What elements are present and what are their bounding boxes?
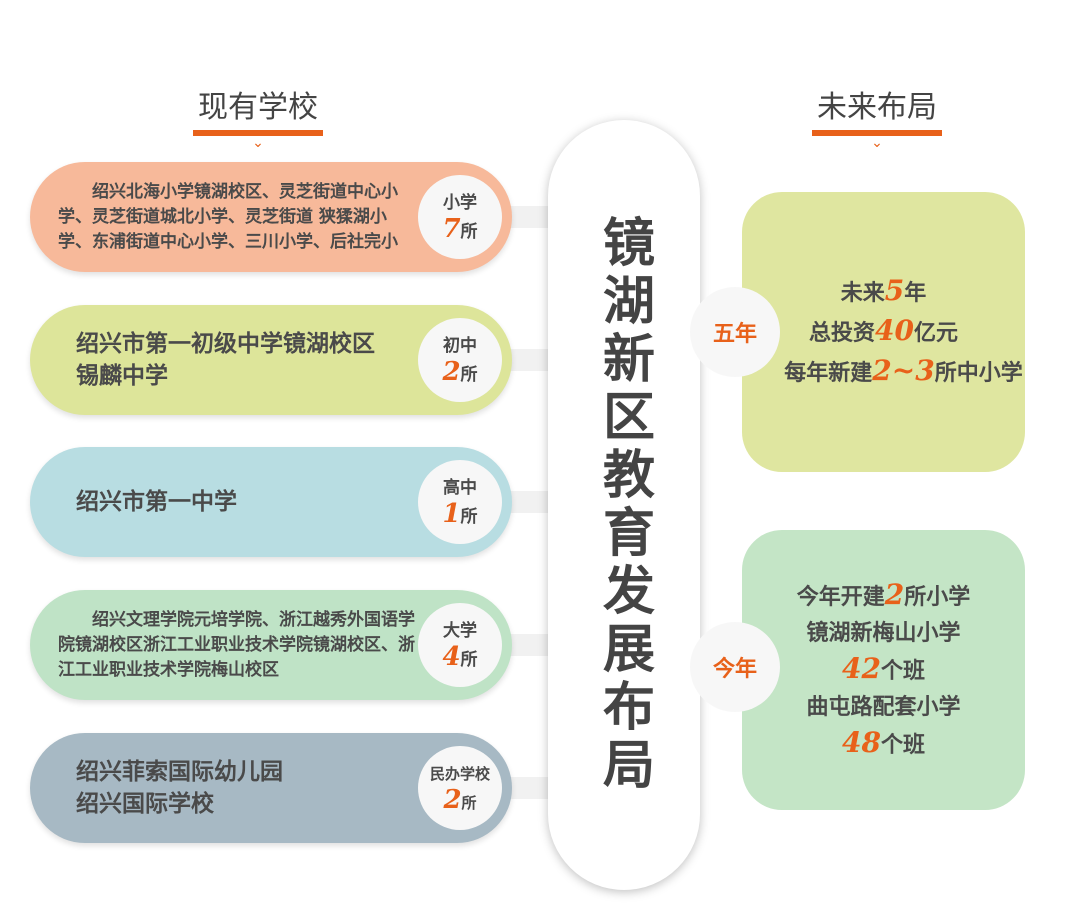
school-name: 绍兴菲索国际幼儿园 [76, 758, 283, 785]
plan-line: 总投资40亿元 [809, 314, 958, 347]
school-list: 绍兴市第一中学 [58, 447, 436, 557]
count: 4 [442, 641, 461, 672]
header-existing-schools: 现有学校 ⌄ [178, 82, 338, 150]
header-text: 现有学校 [198, 90, 318, 125]
badge-label: 五年 [712, 321, 757, 347]
school-list: 绍兴北海小学镜湖校区、灵芝街道中心小学、灵芝街道城北小学、灵芝街道 狭猱湖小学、… [58, 162, 418, 272]
university-pill: 绍兴文理学院元培学院、浙江越秀外国语学院镜湖校区浙江工业职业技术学院镜湖校区、浙… [30, 590, 512, 700]
this-year-badge: 今年 [690, 622, 780, 712]
plan-line: 镜湖新梅山小学 [806, 620, 961, 646]
school-name: 绍兴市第一初级中学镜湖校区 [76, 330, 375, 357]
center-title-pill: 镜湖新区教育发展布局 [548, 120, 700, 890]
school-list: 绍兴菲索国际幼儿园 绍兴国际学校 [58, 733, 436, 843]
badge-label: 今年 [712, 656, 757, 682]
school-list-text: 绍兴北海小学镜湖校区、灵芝街道中心小学、灵芝街道城北小学、灵芝街道 狭猱湖小学、… [58, 181, 398, 252]
this-year-box: 今年开建2所小学 镜湖新梅山小学 42个班 曲屯路配套小学 48个班 [742, 530, 1025, 810]
count: 2 [443, 784, 462, 815]
plan-line: 48个班 [842, 726, 925, 759]
arrow-down-icon: ⌄ [871, 135, 883, 151]
school-list: 绍兴文理学院元培学院、浙江越秀外国语学院镜湖校区浙江工业职业技术学院镜湖校区、浙… [58, 590, 418, 700]
school-name: 绍兴国际学校 [76, 790, 214, 817]
header-future-layout: 未来布局 ⌄ [797, 82, 957, 150]
junior-schools-pill: 绍兴市第一初级中学镜湖校区 锡麟中学 初中 2所 [30, 305, 512, 415]
unit: 所 [460, 506, 478, 527]
school-name: 绍兴市第一中学 [76, 488, 237, 515]
five-year-badge: 五年 [690, 287, 780, 377]
count-badge: 小学 7所 [418, 175, 502, 259]
header-text: 未来布局 [817, 90, 937, 125]
unit: 所 [461, 793, 477, 812]
unit: 所 [460, 221, 478, 242]
count-badge: 民办学校 2所 [418, 746, 502, 830]
school-list-text: 绍兴文理学院元培学院、浙江越秀外国语学院镜湖校区浙江工业职业技术学院镜湖校区、浙… [58, 609, 415, 680]
type-label: 初中 [443, 335, 477, 356]
plan-line: 每年新建2~3所中小学 [784, 354, 1023, 387]
primary-schools-pill: 绍兴北海小学镜湖校区、灵芝街道中心小学、灵芝街道城北小学、灵芝街道 狭猱湖小学、… [30, 162, 512, 272]
unit: 所 [460, 364, 478, 385]
plan-line: 未来5年 [840, 274, 927, 307]
five-year-box: 未来5年 总投资40亿元 每年新建2~3所中小学 [742, 192, 1025, 472]
school-name: 锡麟中学 [76, 362, 168, 389]
plan-line: 今年开建2所小学 [796, 578, 971, 611]
unit: 所 [460, 649, 478, 670]
count: 7 [442, 213, 461, 244]
count: 2 [442, 356, 461, 387]
school-list: 绍兴市第一初级中学镜湖校区 锡麟中学 [58, 305, 436, 415]
type-label: 小学 [443, 192, 477, 213]
center-title: 镜湖新区教育发展布局 [593, 215, 655, 795]
senior-schools-pill: 绍兴市第一中学 高中 1所 [30, 447, 512, 557]
count: 1 [442, 498, 461, 529]
private-schools-pill: 绍兴菲索国际幼儿园 绍兴国际学校 民办学校 2所 [30, 733, 512, 843]
type-label: 高中 [443, 477, 477, 498]
type-label: 大学 [443, 620, 477, 641]
plan-line: 42个班 [842, 652, 925, 685]
plan-line: 曲屯路配套小学 [806, 694, 961, 720]
count-badge: 高中 1所 [418, 460, 502, 544]
underline [193, 130, 323, 136]
count-badge: 初中 2所 [418, 318, 502, 402]
underline [812, 130, 942, 136]
arrow-down-icon: ⌄ [252, 135, 264, 151]
type-label: 民办学校 [429, 764, 490, 783]
count-badge: 大学 4所 [418, 603, 502, 687]
